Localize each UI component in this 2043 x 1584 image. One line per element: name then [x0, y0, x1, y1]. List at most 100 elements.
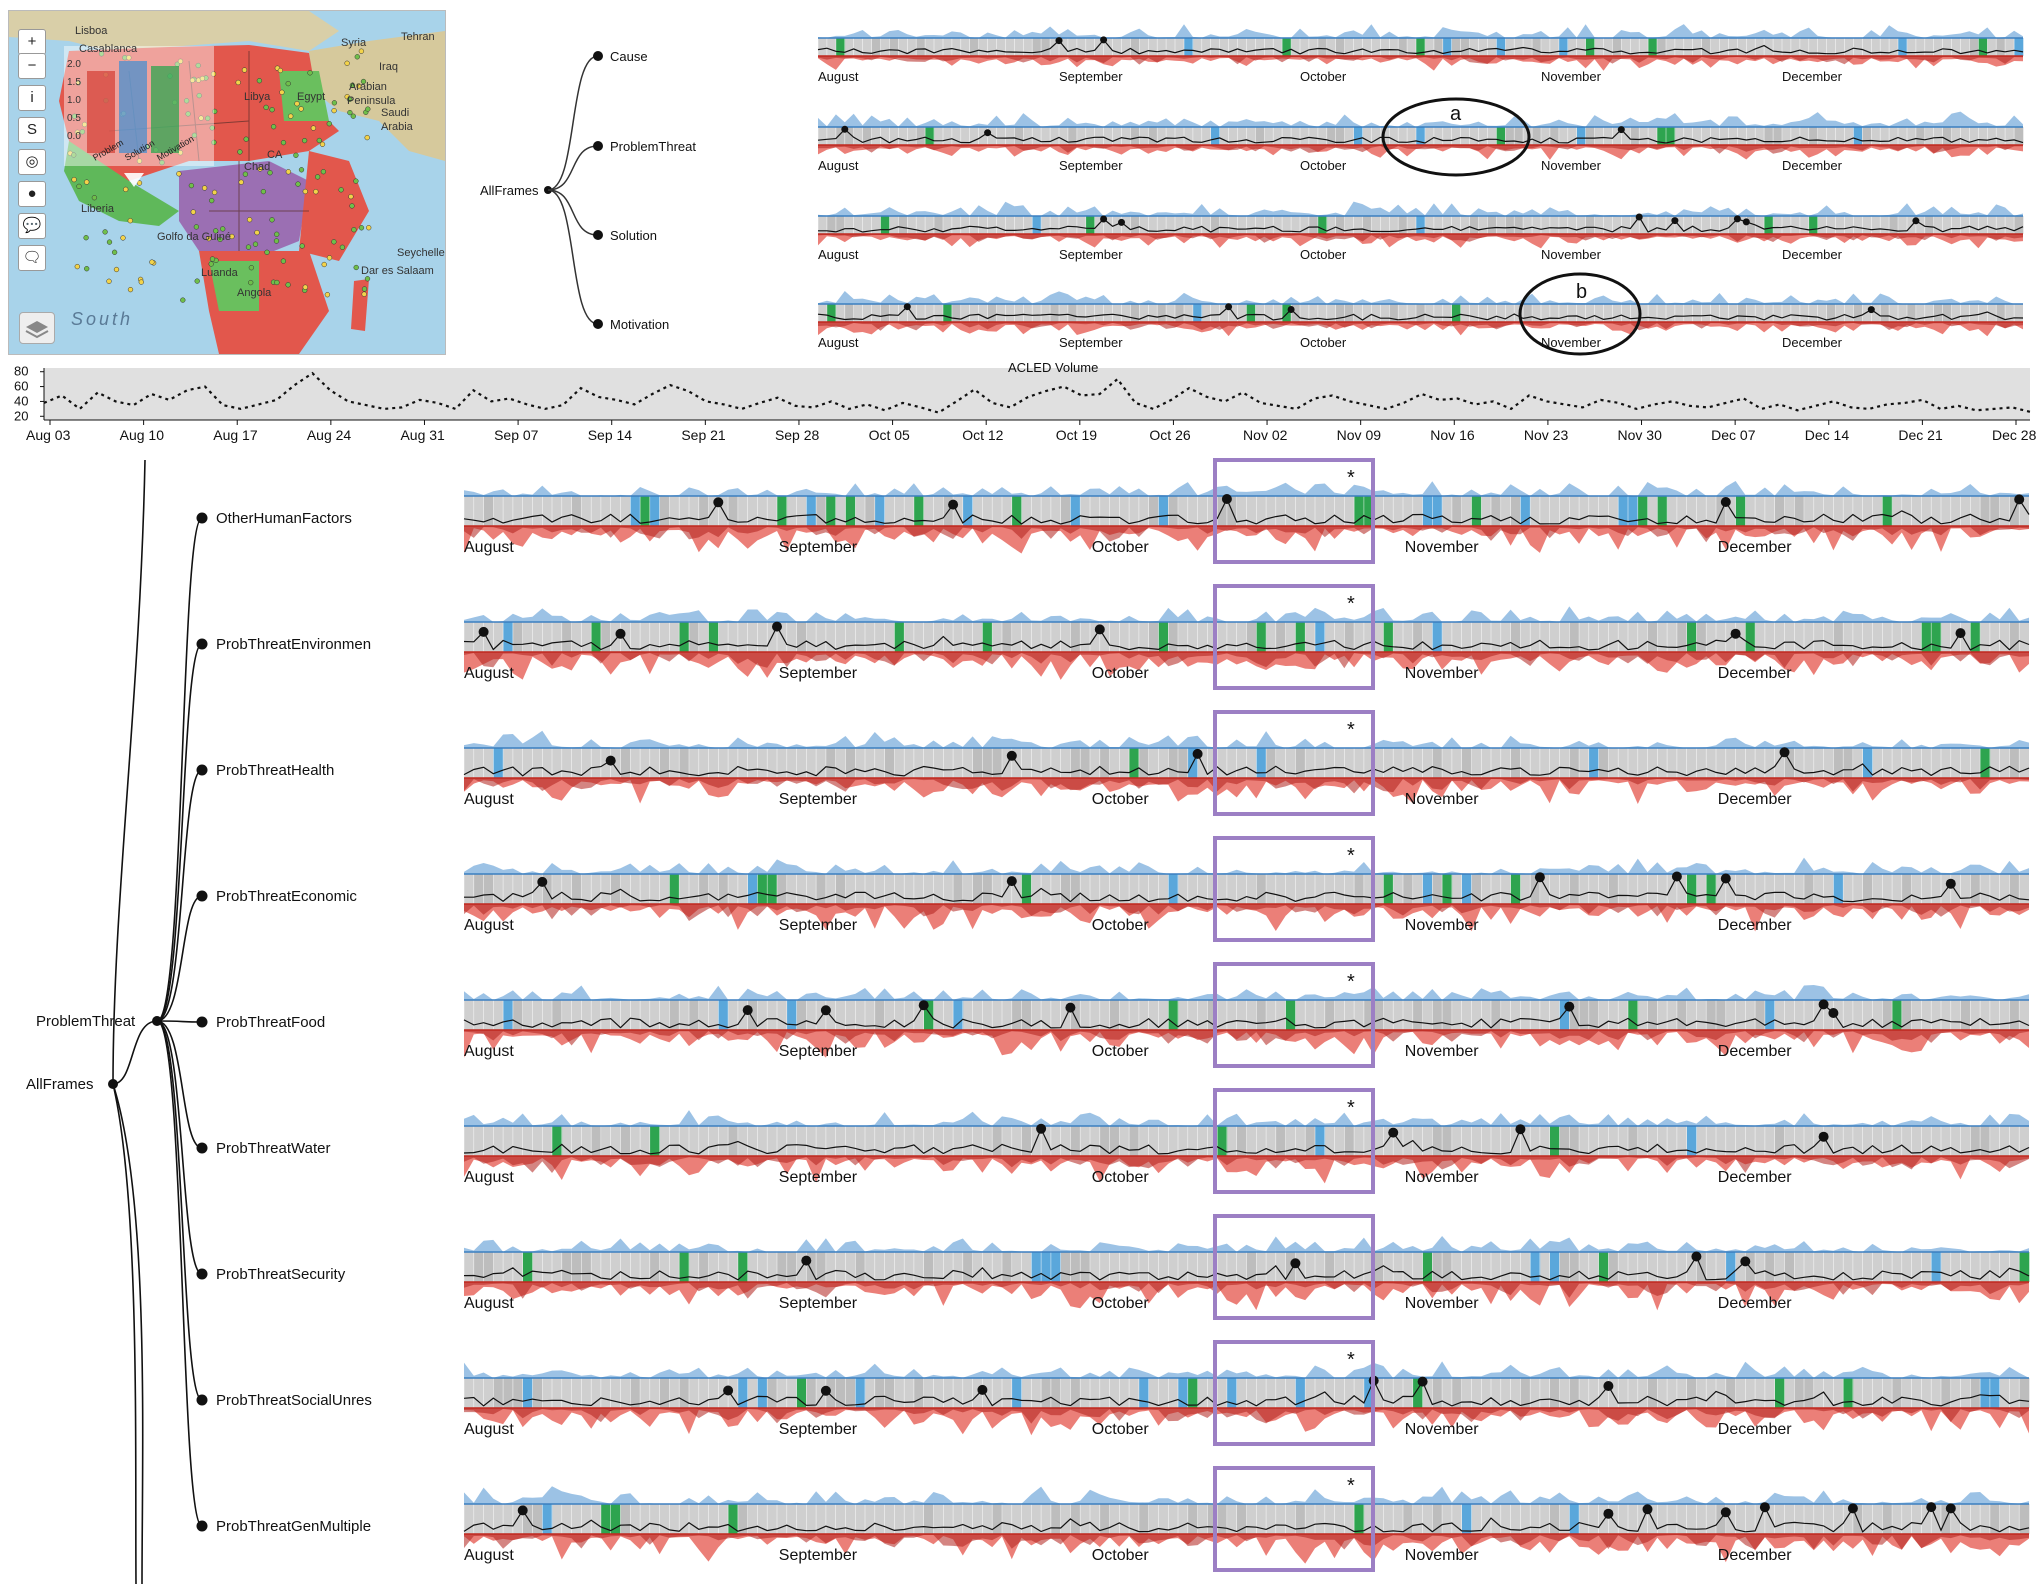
day-bar: [1317, 216, 1328, 234]
day-bar: [1933, 304, 1943, 322]
day-bar: [1295, 622, 1306, 652]
day-bar: [1021, 1000, 1032, 1030]
day-bar: [2019, 1378, 2030, 1408]
day-bar: [1187, 1378, 1198, 1408]
map-view[interactable]: 2.0 1.5 1.0 0.5 0.0 Problem Solution Motivatio…: [8, 10, 446, 355]
day-bar: [1129, 748, 1140, 778]
day-bar: [1510, 874, 1521, 904]
day-bar: [1716, 496, 1727, 526]
peak-dot: [1534, 872, 1545, 883]
month-label: December: [1782, 247, 1843, 262]
day-bar: [1549, 1504, 1560, 1534]
peak-dot: [1287, 306, 1295, 313]
day-bar: [757, 874, 768, 904]
day-bar: [1050, 1252, 1061, 1282]
event-dot: [307, 70, 313, 76]
day-bar: [737, 1252, 748, 1282]
day-bar: [884, 1378, 895, 1408]
peak-dot: [742, 1005, 753, 1016]
day-bar: [1168, 748, 1179, 778]
acled-x-tick: Oct 12: [962, 427, 1003, 443]
day-bar: [1706, 1000, 1717, 1030]
month-label: September: [1059, 247, 1123, 262]
day-bar: [1246, 622, 1257, 652]
day-bar: [659, 748, 670, 778]
day-bar: [1168, 496, 1179, 526]
peak-dot: [820, 1385, 831, 1396]
madagascar: [351, 279, 369, 331]
day-bar: [473, 874, 484, 904]
day-bar: [532, 1378, 543, 1408]
day-bar: [1862, 748, 1873, 778]
top-tree-root-node: [544, 186, 552, 194]
highlight-marker: *: [1347, 845, 1355, 867]
day-bar: [1628, 1000, 1639, 1030]
dot-button[interactable]: ●: [18, 181, 46, 207]
day-bar: [1451, 304, 1461, 322]
day-bar: [969, 38, 979, 56]
info-button[interactable]: i: [18, 85, 46, 111]
day-bar: [1862, 127, 1872, 145]
day-bar: [1138, 748, 1149, 778]
event-dot: [111, 249, 118, 255]
day-bar: [1236, 1504, 1247, 1534]
day-bar: [1469, 216, 1479, 234]
day-bar: [512, 1378, 523, 1408]
event-dot: [71, 176, 77, 183]
day-bar: [1647, 622, 1658, 652]
day-bar: [659, 1378, 670, 1408]
month-label: November: [1405, 917, 1479, 934]
peak-dot: [1847, 1503, 1858, 1514]
day-bar: [1138, 1504, 1149, 1534]
day-bar: [1980, 496, 1991, 526]
day-bar: [1363, 1000, 1374, 1030]
day-bar: [649, 1126, 660, 1156]
day-bar: [1130, 38, 1140, 56]
day-bar: [1158, 622, 1169, 652]
month-label: September: [1059, 335, 1123, 350]
acled-x-tick: Sep 28: [775, 427, 820, 443]
day-bar: [1109, 1000, 1120, 1030]
timeline-row: August September October November December: [817, 201, 2024, 262]
day-bar: [1808, 127, 1818, 145]
day-bar: [747, 1000, 758, 1030]
day-bar: [884, 748, 895, 778]
day-bar: [796, 1378, 807, 1408]
event-dot: [241, 67, 248, 73]
comment-button[interactable]: 💬: [18, 213, 46, 239]
event-dot: [212, 108, 218, 115]
day-bar: [1686, 1126, 1697, 1156]
event-dot: [349, 203, 355, 209]
event-dot: [339, 244, 346, 250]
day-bar: [1014, 127, 1024, 145]
zoom-in-button[interactable]: +: [18, 29, 46, 55]
peak-dot: [1642, 1504, 1653, 1515]
day-bar: [679, 748, 690, 778]
peak-dot: [605, 755, 616, 766]
peak-dot: [478, 626, 489, 637]
mini-axis-tick: 1.0: [67, 95, 81, 106]
layers-button[interactable]: [19, 312, 55, 344]
event-dot: [195, 62, 201, 69]
target-button[interactable]: ◎: [18, 149, 46, 175]
day-bar: [1041, 38, 1051, 56]
volume-band-positive: [464, 1361, 2029, 1378]
day-bar: [620, 748, 631, 778]
comments-button[interactable]: 🗨: [18, 245, 46, 271]
day-bar: [1530, 1252, 1541, 1282]
day-bar: [1011, 496, 1022, 526]
zoom-out-button[interactable]: −: [18, 53, 46, 79]
strike-button[interactable]: S: [18, 117, 46, 143]
day-bar: [816, 1252, 827, 1282]
day-bar: [1412, 1378, 1423, 1408]
place-label: Seychelles: [397, 247, 446, 259]
day-bar: [916, 127, 926, 145]
day-bar: [1666, 127, 1676, 145]
day-bar: [1432, 622, 1443, 652]
timeline-row: August September October November December: [463, 481, 2030, 556]
month-label: December: [1718, 1421, 1792, 1438]
peak-dot: [1759, 1502, 1770, 1513]
day-bar: [1285, 1000, 1296, 1030]
tree-child-node: [196, 512, 208, 524]
day-bar: [943, 496, 954, 526]
